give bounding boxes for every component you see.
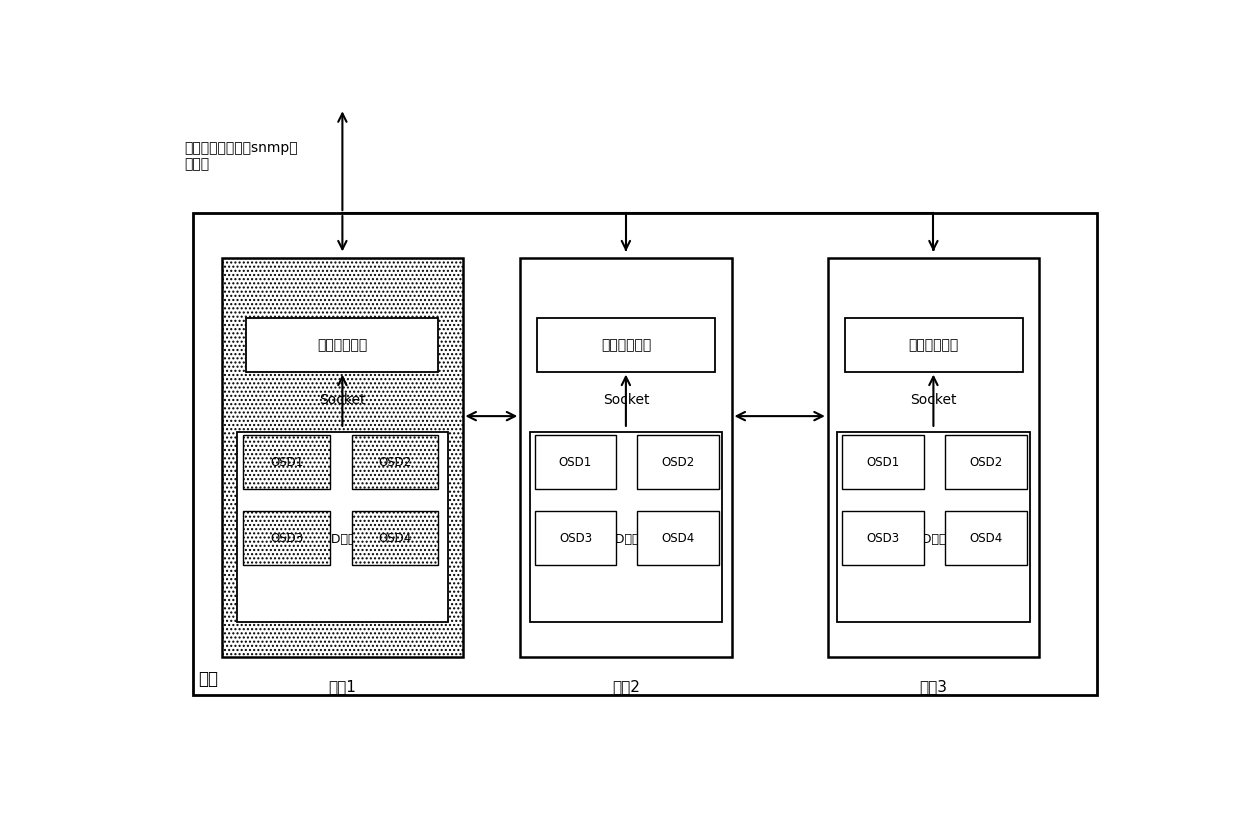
Text: OSD服务模块: OSD服务模块 [905,533,962,546]
Bar [237,432,448,622]
Bar [534,435,616,489]
Bar [222,258,463,658]
Text: OSD1: OSD1 [270,456,304,469]
Bar [945,511,1027,565]
Bar [247,318,439,372]
Bar [537,318,715,372]
Text: 节点3: 节点3 [919,680,947,695]
Text: 磁盘检测模块: 磁盘检测模块 [909,338,959,352]
Text: Socket: Socket [603,393,650,407]
Bar [837,432,1029,622]
Bar [193,213,1096,695]
Text: OSD服务模块: OSD服务模块 [314,533,371,546]
Text: OSD4: OSD4 [970,531,1002,545]
Bar [521,258,732,658]
Bar [637,435,719,489]
Text: 磁盘检测模块: 磁盘检测模块 [601,338,651,352]
Bar [243,511,330,565]
Text: 发送邮件、短信、snmp告
警信息: 发送邮件、短信、snmp告 警信息 [184,141,298,171]
Bar [842,435,924,489]
Text: OSD4: OSD4 [378,531,412,545]
Bar [828,258,1039,658]
Text: 节点2: 节点2 [613,680,640,695]
Bar [534,511,616,565]
Text: Socket: Socket [910,393,957,407]
Bar [352,435,439,489]
Text: 集群: 集群 [198,670,218,688]
Text: OSD2: OSD2 [662,456,694,469]
Text: 磁盘检测模块: 磁盘检测模块 [317,338,367,352]
Text: OSD3: OSD3 [867,531,899,545]
Bar [529,432,722,622]
Text: 节点1: 节点1 [329,680,356,695]
Bar [842,511,924,565]
Text: OSD2: OSD2 [378,456,412,469]
Text: OSD1: OSD1 [559,456,591,469]
Text: OSD2: OSD2 [970,456,1002,469]
Text: Socket: Socket [319,393,366,407]
Bar [243,435,330,489]
Bar [352,511,439,565]
Bar [637,511,719,565]
Bar [945,435,1027,489]
Text: OSD4: OSD4 [662,531,694,545]
Bar [844,318,1023,372]
Text: OSD1: OSD1 [867,456,899,469]
Text: OSD3: OSD3 [270,531,304,545]
Text: OSD服务模块: OSD服务模块 [598,533,655,546]
Text: OSD3: OSD3 [559,531,591,545]
